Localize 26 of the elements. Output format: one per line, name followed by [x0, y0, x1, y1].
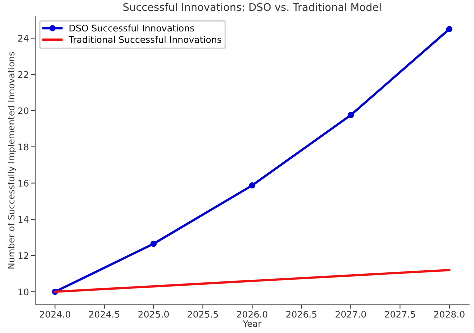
- y-axis-title: Number of Successfully Implemented Innovations: [8, 52, 16, 269]
- legend-label: Traditional Successful Innovations: [68, 36, 222, 44]
- point: [348, 112, 354, 119]
- y-tick-label: 16: [18, 180, 29, 187]
- y-tick-label: 10: [18, 288, 29, 296]
- y-tick-label: 24: [18, 35, 29, 42]
- point: [446, 26, 453, 32]
- y-tick-label: 22: [18, 71, 28, 78]
- point: [150, 240, 157, 248]
- x-tick-label: 2024.5: [89, 311, 120, 318]
- x-tick-label: 2027.0: [336, 311, 366, 318]
- y-tick-label: 18: [18, 144, 29, 151]
- x-tick-label: 2025.0: [138, 311, 170, 318]
- x-tick-label: 2028.0: [434, 311, 465, 318]
- legend-label: DSO Successful Innovations: [70, 24, 194, 32]
- y-tick-label: 14: [18, 216, 29, 223]
- x-tick-label: 2024.0: [40, 311, 70, 318]
- chart-title: Successful Innovations: DSO vs. Traditional Model: [124, 3, 381, 12]
- x-tick-label: 2027.5: [385, 311, 416, 318]
- y-tick-label: 12: [18, 252, 28, 260]
- y-tick-label: 20: [18, 108, 29, 114]
- x-tick-label: 2026.5: [286, 311, 317, 318]
- x-tick-label: 2025.5: [188, 311, 218, 318]
- x-tick-label: 2026.0: [237, 311, 268, 318]
- point: [249, 182, 256, 189]
- x-axis-title: Year: [243, 320, 262, 328]
